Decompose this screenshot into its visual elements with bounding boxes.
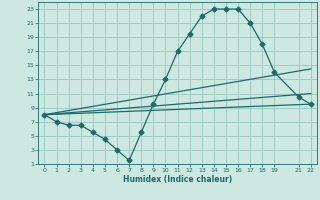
- X-axis label: Humidex (Indice chaleur): Humidex (Indice chaleur): [123, 175, 232, 184]
